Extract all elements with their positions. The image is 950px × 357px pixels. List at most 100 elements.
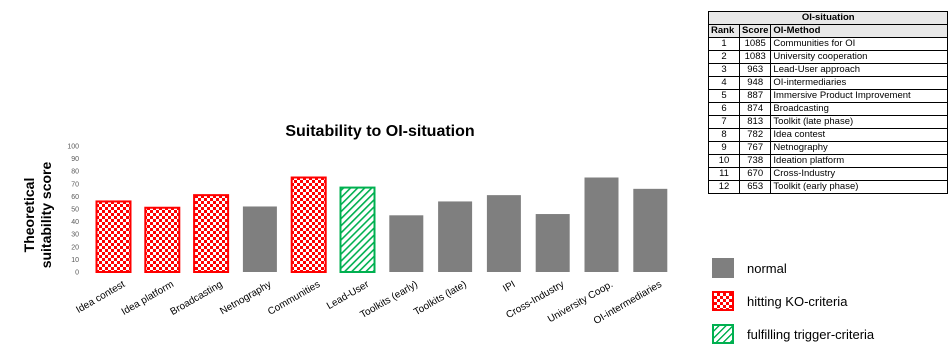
table-cell-method: Idea contest: [770, 128, 949, 142]
table-cell-rank: 7: [708, 115, 740, 129]
x-tick-label: IPI: [501, 279, 517, 295]
y-tick-label: 10: [71, 257, 79, 264]
y-tick-label: 100: [67, 144, 79, 151]
table-cell-method: Immersive Product Improvement: [770, 89, 949, 103]
legend-item-trigger: fulfilling trigger-criteria: [712, 324, 874, 344]
table-cell-score: 1085: [738, 37, 772, 51]
table-cell-score: 887: [738, 89, 772, 103]
y-axis-label-line2: suitability score: [38, 161, 54, 268]
table-row: 1 1085 Communities for OI: [708, 37, 949, 51]
table-cell-rank: 10: [708, 154, 740, 168]
x-tick-label: Idea contest: [74, 279, 127, 316]
x-tick-label: Communities: [266, 279, 322, 318]
table-cell-score: 782: [738, 128, 772, 142]
y-tick-label: 90: [71, 156, 79, 163]
table-cell-score: 767: [738, 141, 772, 155]
table-cell-method: Cross-Industry: [770, 167, 949, 181]
table-row: 12 653 Toolkit (early phase): [708, 180, 949, 194]
table-row: 2 1083 University cooperation: [708, 50, 949, 64]
legend-item-normal: normal: [712, 258, 874, 278]
table-cell-score: 1083: [738, 50, 772, 64]
bar-lead-user: [339, 186, 376, 273]
legend-label-ko: hitting KO-criteria: [747, 293, 848, 309]
table-cell-score: 813: [738, 115, 772, 129]
chart-title: Suitability to OI-situation: [285, 123, 474, 140]
table-cell-rank: 1: [708, 37, 740, 51]
table-row: 10 738 Ideation platform: [708, 154, 949, 168]
y-axis-label-line1: Theoretical: [21, 178, 37, 253]
y-axis-ticks: 0 10 20 30 40 50 60 70 80 90 100: [67, 144, 79, 277]
legend-swatch-normal: [712, 258, 734, 278]
legend-label-trigger: fulfilling trigger-criteria: [747, 326, 875, 342]
table-cell-score: 653: [738, 180, 772, 194]
table-row: 4 948 OI-intermediaries: [708, 76, 949, 90]
table-row: 9 767 Netnography: [708, 141, 949, 155]
bar-university-coop: [584, 177, 619, 272]
y-tick-label: 80: [71, 169, 79, 176]
table-cell-rank: 9: [708, 141, 740, 155]
bar-ipi: [486, 195, 521, 272]
bar-communities: [290, 176, 327, 273]
x-tick-label: Broadcasting: [169, 279, 225, 318]
table-cell-rank: 11: [708, 167, 740, 181]
bar-idea-platform: [144, 206, 181, 274]
legend-item-ko: hitting KO-criteria: [712, 291, 874, 311]
y-tick-label: 60: [71, 194, 79, 201]
table-cell-method: Communities for OI: [770, 37, 949, 51]
bar-broadcasting: [193, 194, 230, 273]
table-cell-score: 874: [738, 102, 772, 116]
y-tick-label: 20: [71, 244, 79, 251]
table-row: 11 670 Cross-Industry: [708, 167, 949, 181]
col-header-rank: Rank: [708, 24, 740, 38]
table-row: 8 782 Idea contest: [708, 128, 949, 142]
table-cell-rank: 6: [708, 102, 740, 116]
x-tick-label: Toolkits (late): [412, 279, 469, 318]
bar-toolkits-late: [438, 201, 473, 272]
table-cell-method: Toolkit (early phase): [770, 180, 949, 194]
col-header-score: Score: [738, 24, 772, 38]
table-row: 3 963 Lead-User approach: [708, 63, 949, 77]
table-cell-rank: 4: [708, 76, 740, 90]
y-tick-label: 40: [71, 219, 79, 226]
bar-oi-intermediaries: [633, 188, 668, 272]
table-cell-score: 670: [738, 167, 772, 181]
table-row: 6 874 Broadcasting: [708, 102, 949, 116]
table-row: 5 887 Immersive Product Improvement: [708, 89, 949, 103]
table-cell-rank: 3: [708, 63, 740, 77]
legend-swatch-ko: [712, 291, 734, 311]
legend-swatch-trigger: [712, 324, 734, 344]
ranking-table: OI-situation Rank Score OI-Method 1 1085 C…: [707, 11, 949, 194]
suitability-chart: Suitability to OI-situation Theoretical …: [21, 123, 668, 327]
x-tick-label: Netnography: [218, 279, 273, 317]
table-cell-rank: 2: [708, 50, 740, 64]
table-cell-method: Toolkit (late phase): [770, 115, 949, 129]
y-tick-label: 70: [71, 181, 79, 188]
legend: normal hitting KO-criteria fulfilling tr…: [712, 258, 874, 357]
table-cell-method: Broadcasting: [770, 102, 949, 116]
table-cell-score: 963: [738, 63, 772, 77]
table-title: OI-situation: [707, 11, 949, 25]
x-tick-label: Idea platform: [120, 279, 176, 318]
table-cell-score: 738: [738, 154, 772, 168]
bar-idea-contest: [95, 200, 132, 273]
y-tick-label: 0: [75, 270, 79, 277]
y-tick-label: 50: [71, 207, 79, 214]
table-row: 7 813 Toolkit (late phase): [708, 115, 949, 129]
table-cell-rank: 8: [708, 128, 740, 142]
table-cell-rank: 5: [708, 89, 740, 103]
y-tick-label: 30: [71, 232, 79, 239]
legend-label-normal: normal: [747, 260, 787, 276]
table-cell-rank: 12: [708, 180, 740, 194]
bar-toolkits-early: [389, 215, 424, 272]
table-cell-method: Lead-User approach: [770, 63, 949, 77]
table-cell-score: 948: [738, 76, 772, 90]
bar-netnography: [242, 206, 277, 272]
table-cell-method: Netnography: [770, 141, 949, 155]
table-cell-method: OI-intermediaries: [770, 76, 949, 90]
table-cell-method: University cooperation: [770, 50, 949, 64]
bar-cross-industry: [535, 214, 570, 272]
bars: [95, 176, 668, 274]
table-cell-method: Ideation platform: [770, 154, 949, 168]
col-header-method: OI-Method: [770, 24, 949, 38]
